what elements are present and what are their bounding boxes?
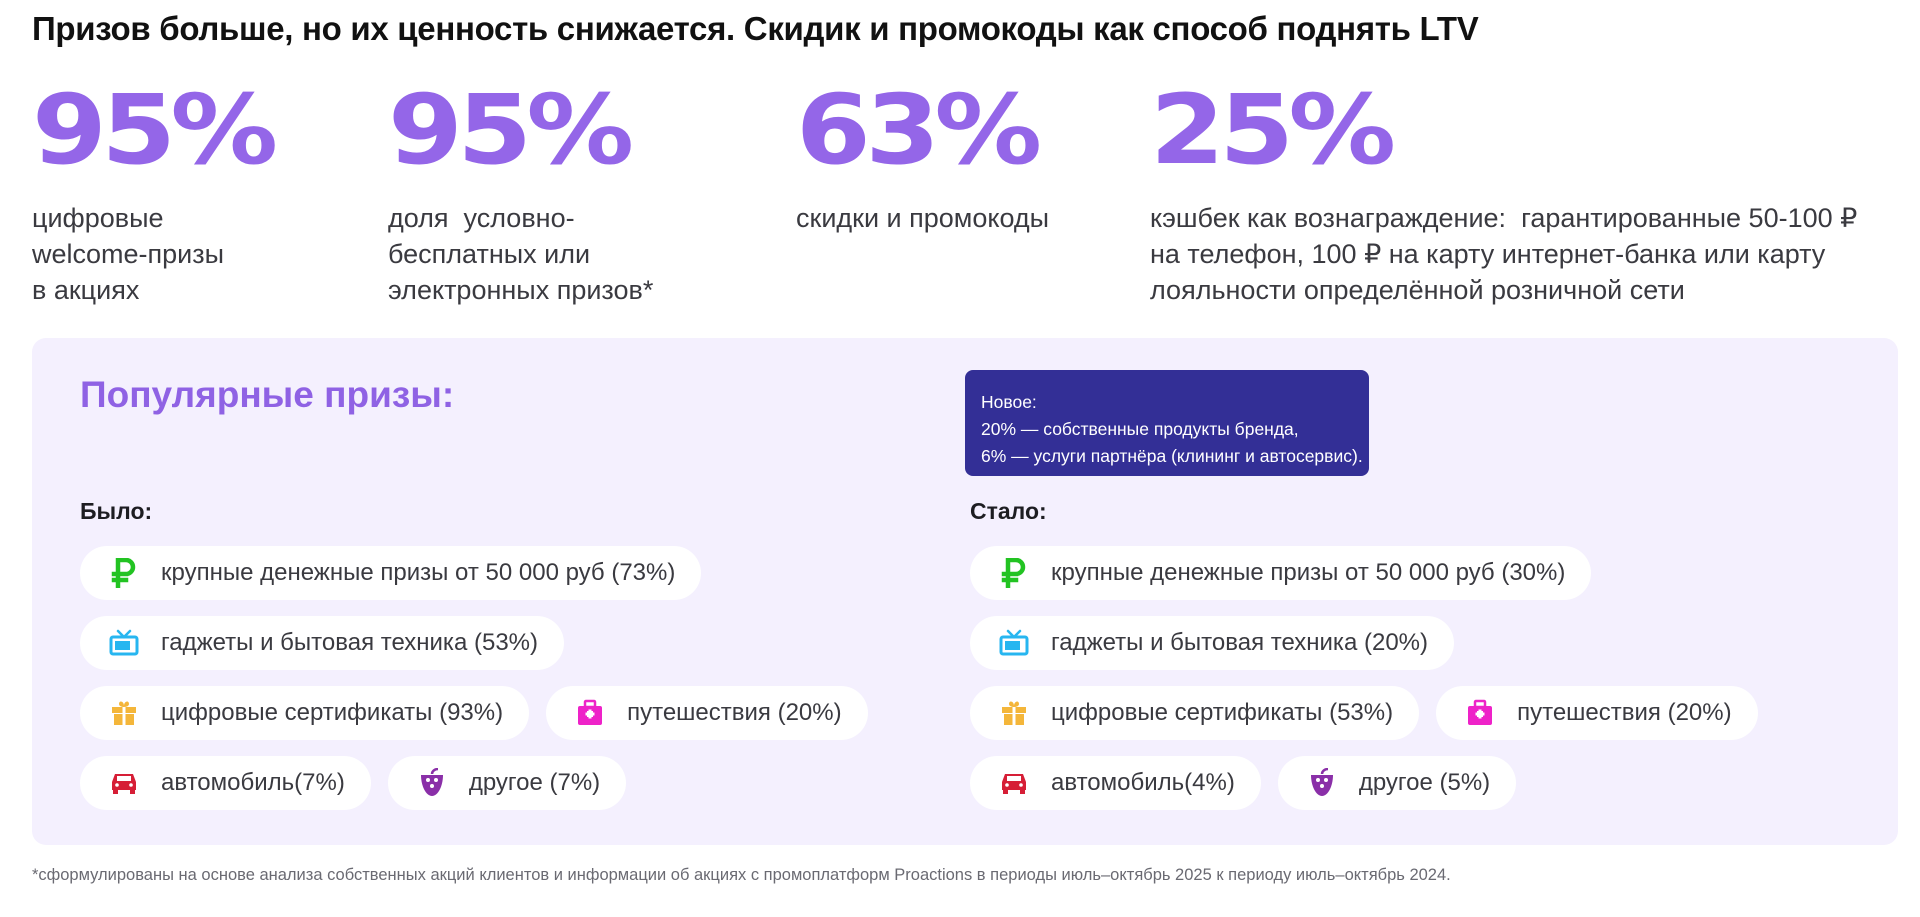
page-title: Призов больше, но их ценность снижается.… (32, 10, 1479, 47)
stat-description: кэшбек как вознаграждение: гарантированн… (1150, 200, 1857, 308)
prize-pill-other: другое (5%) (1277, 756, 1517, 810)
panel-title: Популярные призы: (80, 374, 455, 415)
prize-pill-gadgets: гаджеты и бытовая техника (53%) (80, 616, 564, 670)
suitcase-icon (574, 697, 606, 729)
callout-line: 20% — собственные продукты бренда, (981, 419, 1299, 439)
prize-pill-travel: путешествия (20%) (1436, 686, 1758, 740)
callout-line: 6% — услуги партнёра (клининг и автосерв… (981, 446, 1363, 466)
gift-icon (108, 697, 140, 729)
stat-description: цифровые welcome-призы в акциях (32, 200, 247, 308)
footnote: *сформулированы на основе анализа собств… (32, 866, 1451, 884)
prize-pill-other: другое (7%) (387, 756, 627, 810)
prize-label: цифровые сертификаты (93%) (161, 699, 504, 726)
before-label: Было: (80, 498, 153, 524)
gift-icon (998, 697, 1030, 729)
stat-desc-line: скидки и промокоды (796, 203, 1050, 233)
stat-value: 95% (32, 74, 278, 186)
stat-cashback: 25% кэшбек как вознаграждение: гарантиро… (1150, 82, 1857, 308)
callout-line: Новое: (981, 392, 1037, 412)
prize-pill-certificates: цифровые сертификаты (53%) (970, 686, 1420, 740)
prize-pill-money: крупные денежные призы от 50 000 руб (73… (80, 546, 702, 600)
stat-desc-line: кэшбек как вознаграждение: гарантированн… (1150, 203, 1858, 233)
stat-desc-line: доля условно- (388, 203, 575, 233)
grapes-icon (416, 767, 448, 799)
tv-icon (108, 627, 140, 659)
prize-pill-car: автомобиль(7%) (80, 756, 371, 810)
stat-desc-line: электронных призов* (388, 275, 654, 305)
stat-value: 63% (796, 74, 1042, 186)
stat-desc-line: бесплатных или (388, 239, 591, 269)
prize-pill-travel: путешествия (20%) (546, 686, 868, 740)
prize-label: автомобиль(4%) (1051, 769, 1235, 796)
prize-label: другое (5%) (1358, 769, 1491, 796)
suitcase-icon (1464, 697, 1496, 729)
popular-prizes-panel: Популярные призы: Новое: 20% — собственн… (32, 338, 1898, 845)
stat-value: 95% (388, 74, 634, 186)
stat-desc-line: в акциях (32, 275, 140, 305)
tv-icon (998, 627, 1030, 659)
stat-digital-welcome: 95% цифровые welcome-призы в акциях (32, 82, 278, 308)
prize-label: крупные денежные призы от 50 000 руб (73… (161, 559, 676, 586)
prize-label: автомобиль(7%) (161, 769, 345, 796)
stat-description: скидки и промокоды (796, 200, 1049, 236)
prize-pill-money: крупные денежные призы от 50 000 руб (30… (970, 546, 1592, 600)
ruble-icon (998, 557, 1030, 589)
prize-label: путешествия (20%) (627, 699, 842, 726)
after-column: Стало: крупные денежные призы от 50 000 … (970, 498, 1758, 826)
prize-label: крупные денежные призы от 50 000 руб (30… (1051, 559, 1566, 586)
prize-label: другое (7%) (468, 769, 601, 796)
stat-free-prizes: 95% доля условно- бесплатных или электро… (388, 82, 653, 308)
prize-label: цифровые сертификаты (53%) (1051, 699, 1394, 726)
prize-pill-gadgets: гаджеты и бытовая техника (20%) (970, 616, 1454, 670)
car-icon (998, 767, 1030, 799)
after-label: Стало: (970, 498, 1047, 524)
prize-label: гаджеты и бытовая техника (20%) (1051, 629, 1428, 656)
stat-desc-line: лояльности определённой розничной сети (1150, 275, 1685, 305)
before-column: Было: крупные денежные призы от 50 000 р… (80, 498, 868, 826)
prize-label: гаджеты и бытовая техника (53%) (161, 629, 538, 656)
stat-discounts: 63% скидки и промокоды (796, 82, 1049, 236)
stat-value: 25% (1150, 74, 1396, 186)
ruble-icon (108, 557, 140, 589)
stat-desc-line: на телефон, 100 ₽ на карту интернет-банк… (1150, 239, 1826, 269)
prize-pill-certificates: цифровые сертификаты (93%) (80, 686, 530, 740)
car-icon (108, 767, 140, 799)
new-prizes-callout: Новое: 20% — собственные продукты бренда… (965, 370, 1369, 476)
stat-desc-line: welcome-призы (32, 239, 225, 269)
stat-desc-line: цифровые (32, 203, 164, 233)
stat-description: доля условно- бесплатных или электронных… (388, 200, 653, 308)
prize-pill-car: автомобиль(4%) (970, 756, 1261, 810)
grapes-icon (1306, 767, 1338, 799)
prize-label: путешествия (20%) (1517, 699, 1732, 726)
